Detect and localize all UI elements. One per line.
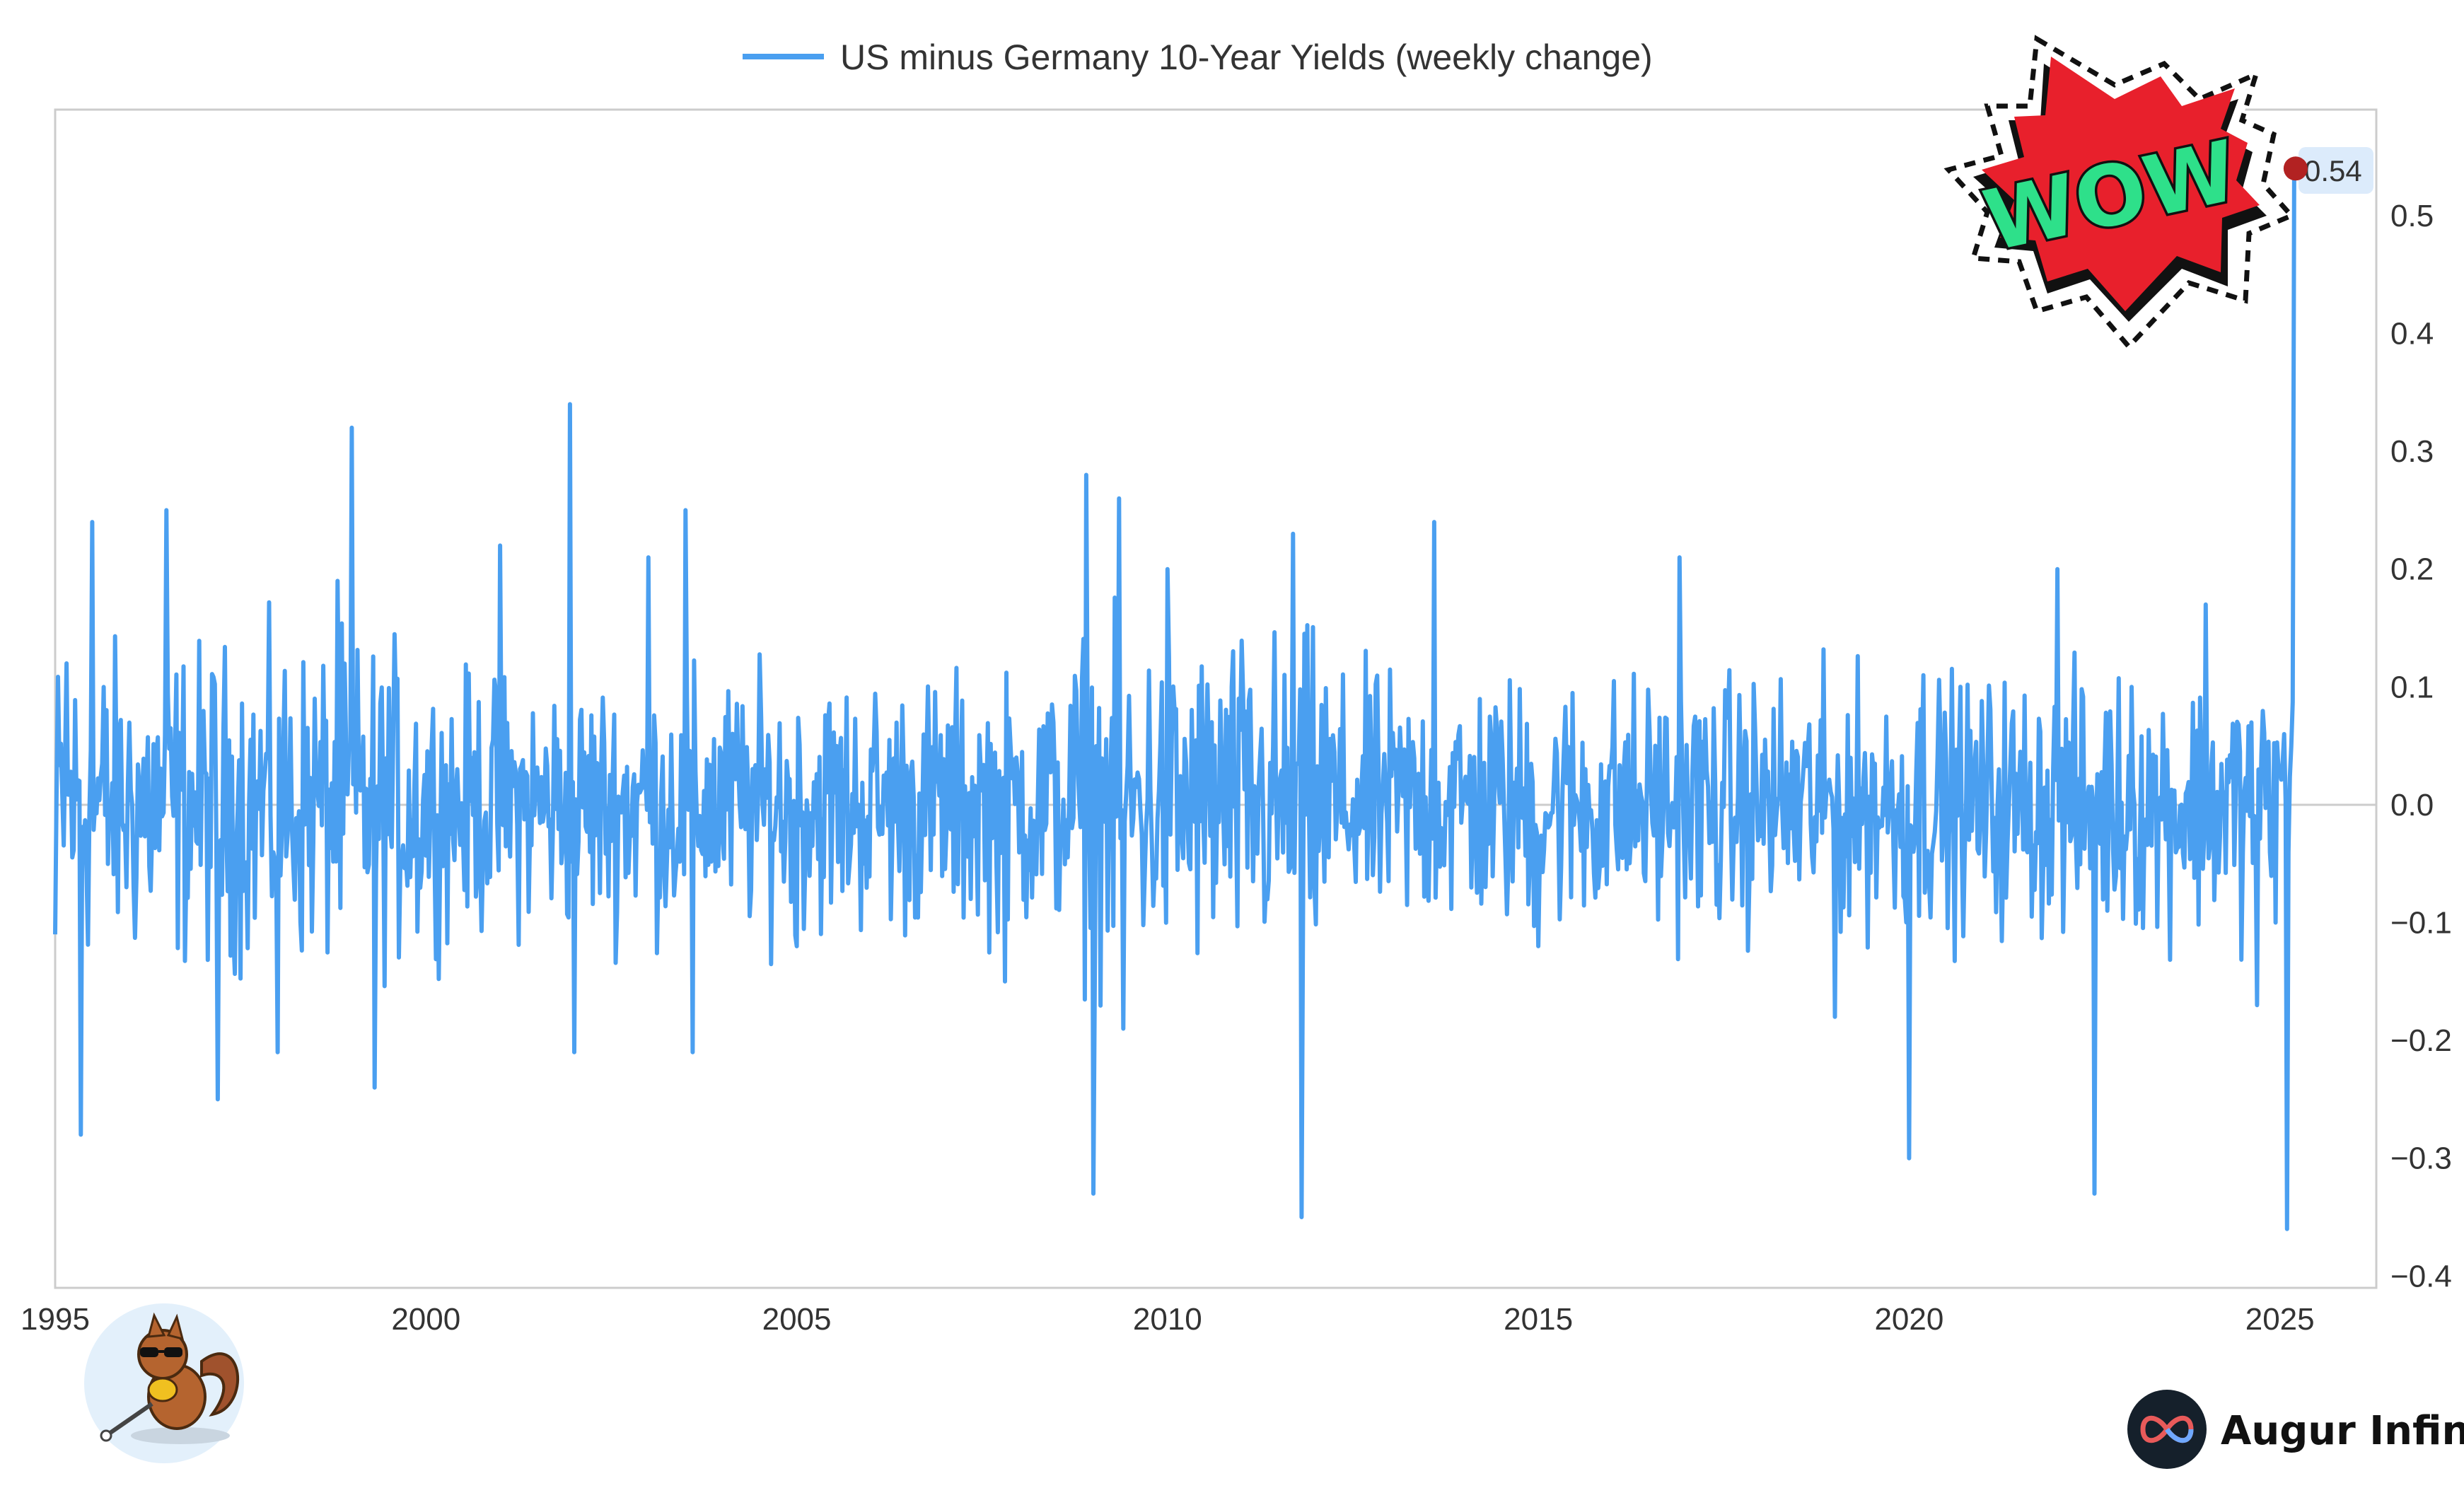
y-tick-label: 0.1 [2390,670,2434,704]
series-line [53,166,2296,1231]
y-tick-label: −0.3 [2390,1141,2452,1176]
x-tick-label: 2015 [1504,1302,1573,1337]
x-tick-label: 2020 [1874,1302,1943,1337]
infinity-logo-icon [2140,1415,2194,1443]
y-tick-label: 0.0 [2390,788,2434,823]
last-value-box [2299,147,2373,194]
y-tick-label: −0.1 [2390,906,2452,941]
x-tick-label: 1995 [21,1302,90,1337]
legend-label: US minus Germany 10-Year Yields (weekly … [840,37,1653,77]
wow-sticker: WOW [1943,35,2296,351]
last-value-badge: 0.54 [2283,147,2373,194]
legend: US minus Germany 10-Year Yields (weekly … [743,37,1653,77]
y-tick-label: 0.2 [2390,552,2434,587]
last-value-marker [2283,156,2308,181]
y-tick-label: 0.4 [2390,317,2434,351]
y-tick-label: 0.5 [2390,199,2434,233]
last-value-label: 0.54 [2304,154,2362,187]
wow-sticker-fill [1982,57,2260,311]
x-tick-label: 2025 [2245,1302,2315,1337]
y-axis-ticks: 0.5 0.4 0.3 0.2 0.1 0.0 −0.1 −0.2 −0.3 −0.4 [2390,199,2452,1294]
x-tick-label: 2010 [1133,1302,1202,1337]
y-tick-label: −0.4 [2390,1259,2452,1294]
mascot [84,1303,244,1463]
x-tick-label: 2000 [391,1302,460,1337]
squirrel-mascot-icon [100,1312,240,1444]
brand: Augur Infinity [2127,1390,2464,1469]
y-tick-label: −0.2 [2390,1023,2452,1058]
brand-name: Augur Infinity [2221,1408,2464,1454]
x-tick-label: 2005 [762,1302,832,1337]
y-tick-label: 0.3 [2390,434,2434,469]
x-axis-ticks: 1995 2000 2005 2010 2015 2020 2025 [21,1302,2315,1337]
